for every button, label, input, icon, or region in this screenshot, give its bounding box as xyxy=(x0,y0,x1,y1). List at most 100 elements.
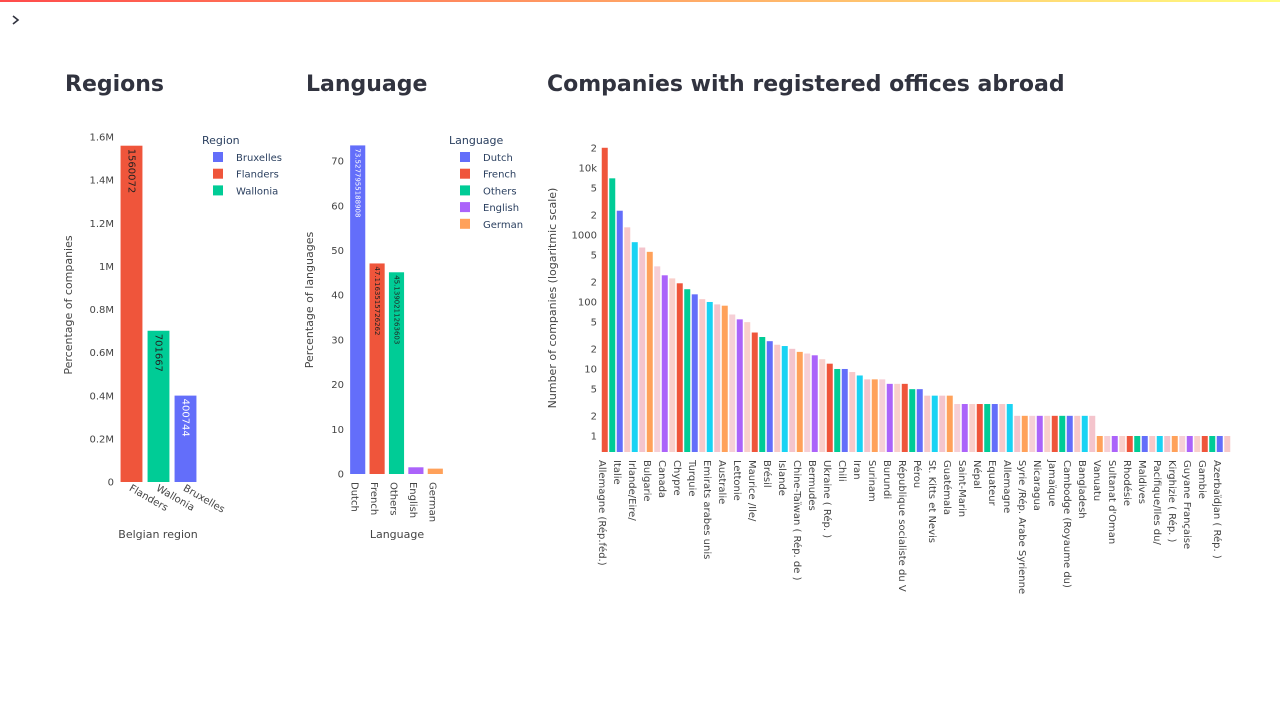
bar xyxy=(120,145,143,482)
bar xyxy=(781,346,788,452)
x-tick-label: Pérou xyxy=(911,460,923,488)
y-tick-label: 20 xyxy=(331,380,344,391)
y-tick-label: 10 xyxy=(584,364,597,375)
y-tick-label: 2 xyxy=(591,143,597,154)
x-tick-label: Saint-Marin xyxy=(956,460,967,517)
legend-swatch xyxy=(213,168,223,179)
x-tick-label: Emirats arabes unis xyxy=(701,460,712,559)
bar xyxy=(624,227,631,452)
bar xyxy=(976,404,983,452)
x-tick-label: Equateur xyxy=(986,460,997,507)
y-tick-label: 5 xyxy=(591,251,597,262)
x-tick-label: English xyxy=(407,482,418,518)
bar xyxy=(984,404,991,452)
bar xyxy=(804,353,811,452)
y-tick-label: 2 xyxy=(591,411,597,422)
value-label: 701667 xyxy=(153,334,164,372)
bar xyxy=(1104,435,1111,452)
legend-title: Region xyxy=(202,134,240,147)
x-tick-label: Jamaïque xyxy=(1046,459,1057,507)
legend-swatch xyxy=(460,202,470,213)
y-axis-title: Percentage of languages xyxy=(303,232,316,369)
x-tick-label: Surinam xyxy=(866,460,877,502)
y-tick-label: 50 xyxy=(331,246,344,257)
y-axis-title: Number of companies (logaritmic scale) xyxy=(546,188,559,409)
bar xyxy=(864,379,871,452)
bar xyxy=(1149,435,1156,452)
bar xyxy=(1021,415,1028,452)
y-tick-label: 60 xyxy=(331,201,344,212)
x-tick-label: Turquie xyxy=(686,459,697,496)
bar xyxy=(736,319,743,452)
x-tick-label: Guyane Française xyxy=(1181,460,1192,549)
bar xyxy=(1186,435,1193,452)
bar xyxy=(946,395,953,452)
x-tick-label: Islande xyxy=(776,460,787,496)
bar xyxy=(661,275,668,452)
y-tick-label: 2 xyxy=(591,277,597,288)
legend-swatch xyxy=(460,218,470,229)
x-tick-label: Others xyxy=(388,482,399,516)
x-axis-title: Belgian region xyxy=(118,528,197,541)
legend-label: French xyxy=(483,170,516,181)
bar xyxy=(916,389,923,452)
y-tick-label: 0.2M xyxy=(89,434,114,445)
legend-label: Wallonia xyxy=(236,186,278,197)
y-tick-label: 0.8M xyxy=(89,305,114,316)
chart-title: Regions xyxy=(65,72,164,97)
legend-swatch xyxy=(213,152,223,162)
bar xyxy=(901,383,908,452)
x-tick-label: Gambie xyxy=(1196,460,1207,499)
bar xyxy=(1164,435,1171,452)
bar xyxy=(1201,435,1208,452)
bar xyxy=(834,368,841,452)
bar xyxy=(1081,415,1088,452)
chart-title: Companies with registered offices abroad xyxy=(547,72,1065,97)
x-tick-label: Chili xyxy=(836,460,847,482)
bar xyxy=(676,283,683,452)
bar xyxy=(369,263,385,474)
bar xyxy=(1006,404,1013,452)
y-tick-label: 0 xyxy=(338,470,344,481)
bar xyxy=(1194,435,1201,452)
legend-label: Bruxelles xyxy=(236,153,282,164)
y-tick-label: 10k xyxy=(578,163,597,174)
x-tick-label: Lettonie xyxy=(731,460,742,501)
sidebar-toggle[interactable] xyxy=(12,15,20,25)
bar xyxy=(1036,415,1043,452)
bar xyxy=(1096,435,1103,452)
y-tick-label: 1000 xyxy=(572,230,597,241)
bar xyxy=(350,145,366,474)
x-tick-label: Bermudes xyxy=(806,460,817,511)
legend-label: Others xyxy=(483,186,517,197)
bar xyxy=(691,294,698,452)
x-tick-label: Brésil xyxy=(761,460,773,488)
x-tick-label: Chine-Taïwan ( Rép. de ) xyxy=(791,460,803,581)
bar xyxy=(1111,435,1118,452)
bar xyxy=(174,395,197,482)
bar xyxy=(961,404,968,452)
top-bar xyxy=(0,0,1280,2)
x-tick-label: Syrie /Rép. Arabe Syrienne xyxy=(1016,460,1028,594)
bar xyxy=(1126,435,1133,452)
bar xyxy=(1059,415,1066,452)
bar xyxy=(706,301,713,452)
legend-title: Language xyxy=(449,134,504,147)
x-tick-label: Bulgarie xyxy=(641,460,652,502)
bar xyxy=(796,351,803,452)
y-tick-label: 1.4M xyxy=(89,176,114,187)
bar xyxy=(1224,435,1231,452)
bar xyxy=(819,359,826,452)
bar xyxy=(721,305,728,452)
bar xyxy=(1014,415,1021,452)
x-tick-label: Iran xyxy=(851,460,862,480)
x-tick-label: Allemagne xyxy=(1001,460,1012,513)
x-tick-label: German xyxy=(426,482,437,522)
bar xyxy=(954,404,961,452)
bar xyxy=(1051,415,1058,452)
x-tick-label: Cambodge (Royaume du) xyxy=(1061,460,1072,588)
bar xyxy=(609,178,616,452)
y-tick-label: 5 xyxy=(591,318,597,329)
